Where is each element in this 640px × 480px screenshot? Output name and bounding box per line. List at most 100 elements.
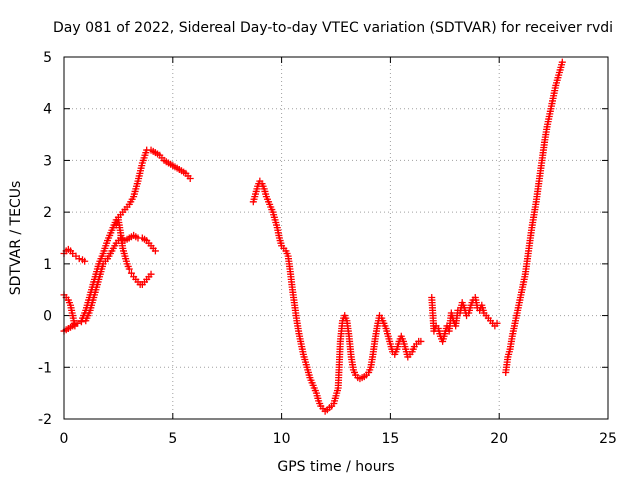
- trace-marker-arc-8: [523, 257, 531, 265]
- trace-marker-arc-7: [431, 325, 439, 332]
- data-point-arc-6: [417, 337, 425, 345]
- trace-marker-arc-6: [403, 350, 411, 358]
- y-tick-label: 0: [43, 309, 52, 325]
- trace-marker-arc-6: [311, 387, 319, 395]
- trace-marker-arc-8: [510, 325, 518, 332]
- trace-marker-arc-4: [107, 229, 115, 237]
- trace-marker-arc-4: [180, 168, 188, 176]
- trace-marker-arc-6: [277, 239, 285, 247]
- trace-marker-arc-8: [504, 356, 512, 364]
- y-tick-label: -1: [38, 360, 52, 376]
- trace-marker-arc-3: [111, 242, 119, 250]
- trace-marker-arc-7: [466, 304, 474, 312]
- data-point-arc-1: [81, 257, 89, 265]
- trace-marker-arc-8: [551, 84, 559, 92]
- trace-marker-arc-8: [532, 200, 540, 208]
- trace-marker-arc-5: [118, 242, 126, 250]
- trace-marker-arc-8: [558, 61, 566, 69]
- trace-marker-arc-6: [255, 180, 263, 188]
- data-point-arc-7: [493, 319, 501, 327]
- trace-marker-arc-6: [266, 200, 274, 208]
- data-point-arc-1: [75, 255, 83, 263]
- trace-marker-arc-2: [69, 314, 77, 322]
- trace-marker-arc-6: [268, 206, 276, 214]
- trace-marker-arc-8: [538, 154, 546, 162]
- trace-marker-arc-6: [371, 337, 379, 345]
- trace-marker-arc-6: [379, 317, 387, 325]
- trace-marker-arc-8: [521, 273, 529, 281]
- y-axis-label: SDTVAR / TECUs: [8, 181, 24, 296]
- y-tick-labels: -2 -1 0 1 2 3 4 5: [38, 50, 52, 428]
- trace-marker-arc-6: [316, 399, 324, 407]
- trace-marker-arc-6: [375, 314, 383, 322]
- trace-marker-arc-4: [81, 309, 89, 317]
- trace-marker-arc-8: [547, 105, 555, 113]
- trace-marker-arc-4: [171, 163, 179, 171]
- trace-marker-arc-4: [158, 154, 166, 162]
- chart-title: Day 081 of 2022, Sidereal Day-to-day VTE…: [53, 20, 613, 36]
- x-tick-label: 20: [490, 431, 508, 447]
- trace-marker-arc-7: [440, 332, 448, 340]
- trace-marker-arc-3: [132, 233, 140, 241]
- y-tick-label: -2: [38, 412, 52, 428]
- trace-marker-arc-6: [373, 325, 381, 332]
- trace-marker-arc-6: [409, 345, 417, 353]
- trace-marker-arc-8: [555, 69, 563, 77]
- trace-marker-arc-7: [479, 306, 487, 314]
- trace-marker-arc-4: [142, 149, 150, 157]
- y-tick-label: 3: [43, 153, 52, 169]
- trace-marker-arc-8: [514, 304, 522, 312]
- trace-marker-arc-6: [386, 337, 394, 345]
- trace-marker-arc-6: [259, 182, 267, 190]
- trace-marker-arc-6: [309, 381, 317, 389]
- trace-marker-arc-8: [516, 293, 524, 301]
- trace-marker-arc-3: [67, 323, 75, 331]
- trace-marker-arc-8: [525, 242, 533, 250]
- trace-marker-arc-5: [124, 262, 132, 270]
- trace-marker-arc-6: [263, 195, 271, 203]
- trace-marker-arc-3: [123, 235, 131, 243]
- trace-marker-arc-3: [145, 239, 153, 247]
- trace-marker-arc-6: [288, 283, 296, 291]
- y-tick-label: 2: [43, 205, 52, 221]
- trace-marker-arc-6: [366, 366, 374, 374]
- trace-marker-arc-8: [545, 115, 553, 123]
- trace-marker-arc-6: [299, 348, 307, 356]
- trace-marker-arc-6: [273, 221, 281, 229]
- trace-marker-arc-8: [536, 169, 544, 177]
- trace-marker-arc-6: [401, 343, 409, 351]
- x-tick-label: 15: [381, 431, 399, 447]
- y-tick-label: 1: [43, 257, 52, 273]
- trace-marker-arc-3: [149, 244, 157, 252]
- x-tick-label: 5: [168, 431, 177, 447]
- trace-marker-arc-6: [286, 265, 294, 273]
- trace-marker-arc-6: [262, 190, 270, 198]
- trace-marker-arc-6: [381, 322, 389, 330]
- data-point-arc-5: [127, 269, 135, 277]
- data-points: [60, 58, 566, 415]
- trace-marker-arc-6: [349, 363, 357, 371]
- x-tick-label: 25: [599, 431, 617, 447]
- trace-marker-arc-6: [369, 353, 377, 361]
- trace-marker-arc-8: [530, 213, 538, 221]
- trace-marker-arc-7: [462, 309, 470, 317]
- trace-marker-arc-6: [303, 363, 311, 371]
- trace-marker-arc-3: [106, 250, 114, 258]
- trace-marker-arc-6: [305, 371, 313, 379]
- trace-marker-arc-6: [388, 345, 396, 353]
- x-tick-label: 10: [273, 431, 291, 447]
- trace-marker-arc-8: [505, 348, 513, 356]
- trace-marker-arc-8: [512, 314, 520, 322]
- trace-marker-arc-8: [519, 283, 527, 291]
- y-tick-label: 5: [43, 50, 52, 66]
- x-axis-label: GPS time / hours: [277, 459, 394, 475]
- trace-marker-arc-5: [120, 250, 128, 258]
- trace-marker-arc-4: [184, 172, 192, 180]
- trace-marker-arc-5: [116, 226, 124, 234]
- trace-marker-arc-7: [459, 301, 467, 309]
- trace-marker-arc-4: [90, 278, 98, 286]
- trace-marker-arc-6: [301, 356, 309, 364]
- trace-marker-arc-6: [350, 368, 358, 376]
- trace-marker-arc-6: [333, 387, 341, 395]
- trace-marker-arc-8: [508, 335, 516, 343]
